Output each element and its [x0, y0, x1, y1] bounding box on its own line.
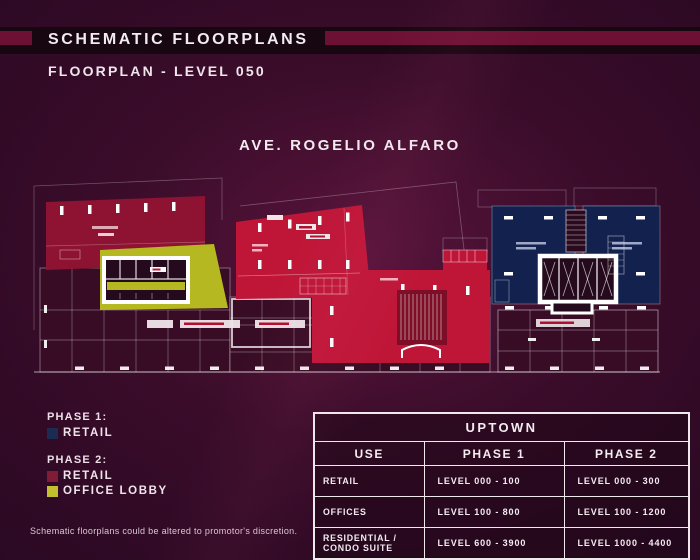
phase2-retail-swatch: [47, 470, 58, 482]
cell-phase2: LEVEL 000 - 300: [563, 465, 690, 497]
footnote: Schematic floorplans could be altered to…: [30, 526, 298, 536]
cell-use: OFFICES: [313, 496, 425, 528]
legend-item-label: RETAIL: [63, 470, 114, 482]
legend-group-phase1: PHASE 1: RETAIL: [47, 411, 168, 439]
cell-phase2: LEVEL 100 - 1200: [563, 496, 690, 528]
phase2-retail-middle-block: [236, 205, 490, 363]
legend-item-label: OFFICE LOBBY: [63, 485, 168, 497]
page-title: SCHEMATIC FLOORPLANS: [32, 27, 325, 54]
phase1-retail-blocks: [491, 205, 661, 315]
legend-group-phase2: PHASE 2: RETAIL OFFICE LOBBY: [47, 454, 168, 497]
cell-phase1: LEVEL 600 - 3900: [423, 527, 565, 560]
page-subtitle: FLOORPLAN - LEVEL 050: [48, 63, 266, 79]
street-label: AVE. ROGELIO ALFARO: [239, 137, 461, 154]
legend-item-phase1-retail: RETAIL: [47, 427, 168, 439]
uptown-table: UPTOWN USE PHASE 1 PHASE 2 RETAIL LEVEL …: [313, 412, 690, 560]
cell-phase1: LEVEL 100 - 800: [423, 496, 565, 528]
office-lobby-block: [100, 244, 228, 310]
col-header-phase2: PHASE 2: [563, 441, 690, 466]
table-row: RESIDENTIAL / CONDO SUITE LEVEL 600 - 39…: [313, 527, 690, 560]
legend-item-office-lobby: OFFICE LOBBY: [47, 485, 168, 497]
cell-phase2: LEVEL 1000 - 4400: [563, 527, 690, 560]
cell-phase1: LEVEL 000 - 100: [423, 465, 565, 497]
col-header-phase1: PHASE 1: [423, 441, 565, 466]
cell-use: RETAIL: [313, 465, 425, 497]
phase1-retail-swatch: [47, 427, 58, 439]
table-title: UPTOWN: [313, 412, 690, 442]
legend-phase1-label: PHASE 1:: [47, 411, 108, 423]
parking-label-chips: [147, 319, 590, 328]
legend-item-label: RETAIL: [63, 427, 114, 439]
table-row: OFFICES LEVEL 100 - 800 LEVEL 100 - 1200: [313, 496, 690, 528]
col-header-use: USE: [313, 441, 425, 466]
cell-use: RESIDENTIAL / CONDO SUITE: [313, 527, 425, 560]
table-row: RETAIL LEVEL 000 - 100 LEVEL 000 - 300: [313, 465, 690, 497]
legend-item-phase2-retail: RETAIL: [47, 470, 168, 482]
office-lobby-swatch: [47, 485, 58, 497]
legend-phase2-label: PHASE 2:: [47, 454, 108, 466]
legend: PHASE 1: RETAIL PHASE 2: RETAIL OFFICE L…: [47, 411, 168, 512]
table-header-row: USE PHASE 1 PHASE 2: [313, 441, 690, 466]
header-band: SCHEMATIC FLOORPLANS: [0, 27, 700, 54]
floorplan-drawing: [33, 177, 661, 373]
